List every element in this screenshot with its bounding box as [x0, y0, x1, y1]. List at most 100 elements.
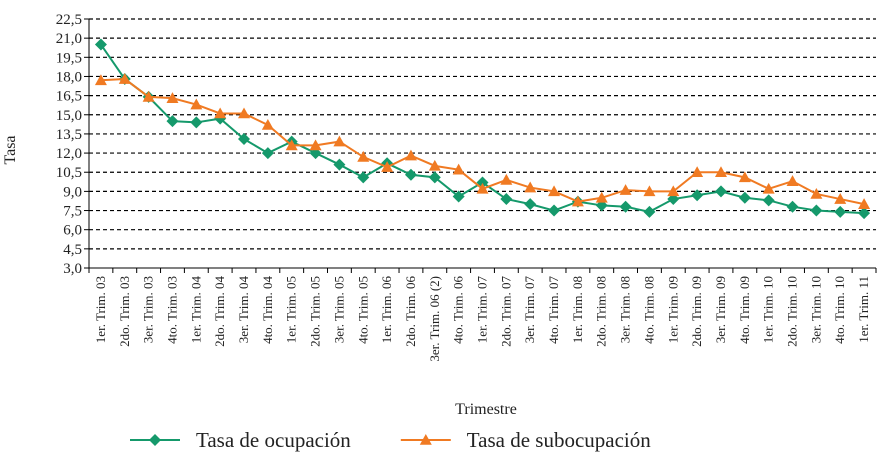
x-tick-label: 1er. Trim. 03	[93, 276, 108, 343]
x-tick-label: 1er. Trim. 10	[761, 276, 776, 343]
y-tick-label: 16,5	[56, 89, 82, 105]
x-tick-label: 1er. Trim. 06	[379, 276, 394, 344]
y-tick-label: 9,0	[63, 184, 82, 200]
triangle-marker	[738, 171, 751, 183]
y-tick-label: 21,0	[56, 31, 82, 47]
y-tick-label: 10,5	[56, 165, 82, 181]
diamond-marker	[738, 191, 751, 204]
diamond-marker	[714, 185, 727, 198]
x-tick-label: 2do. Trim. 07	[498, 276, 513, 347]
diamond-marker	[190, 116, 203, 129]
x-tick-label: 2do. Trim. 06	[403, 276, 418, 347]
x-tick-label: 3er. Trim. 08	[618, 276, 633, 343]
y-tick-label: 3,0	[63, 261, 82, 277]
x-tick-label: 1er. Trim. 05	[284, 276, 299, 343]
triangle-marker	[571, 195, 584, 207]
diamond-marker	[452, 190, 465, 203]
diamond-marker	[428, 171, 441, 184]
triangle-marker	[404, 149, 417, 161]
triangle-marker	[643, 185, 656, 197]
triangle-marker	[858, 198, 871, 209]
diamond-marker	[261, 147, 274, 160]
legend-label: Tasa de ocupación	[196, 428, 351, 452]
diamond-marker	[333, 158, 346, 171]
x-tick-label: 4to. Trim. 05	[355, 276, 370, 344]
triangle-marker	[834, 193, 847, 204]
x-tick-label: 3er. Trim. 09	[713, 276, 728, 343]
y-tick-label: 13,5	[56, 127, 82, 143]
x-tick-label: 4to. Trim. 10	[832, 276, 847, 344]
triangle-marker	[214, 107, 227, 119]
triangle-marker	[309, 139, 322, 151]
diamond-marker	[834, 205, 847, 218]
diamond-marker	[166, 115, 179, 128]
y-tick-label: 7,5	[63, 204, 82, 220]
triangle-marker	[476, 182, 489, 194]
x-tick-label: 3er. Trim. 04	[236, 276, 251, 344]
x-tick-label: 4to. Trim. 03	[164, 276, 179, 344]
x-tick-label: 1er. Trim. 11	[856, 276, 871, 343]
x-tick-label: 4to. Trim. 06	[451, 276, 466, 344]
y-tick-label: 19,5	[56, 50, 82, 66]
triangle-marker	[190, 98, 203, 110]
diamond-marker	[404, 168, 417, 181]
legend-item: Tasa de subocupación	[400, 428, 651, 452]
diamond-marker	[500, 193, 513, 206]
triangle-marker	[810, 187, 823, 199]
triangle-marker	[452, 163, 465, 175]
triangle-marker	[381, 161, 394, 172]
y-tick-label: 4,5	[63, 242, 82, 258]
triangle-marker	[762, 182, 775, 194]
x-tick-label: 1er. Trim. 07	[475, 276, 490, 344]
triangle-marker	[691, 166, 704, 178]
triangle-marker	[619, 184, 632, 195]
diamond-marker	[238, 133, 251, 146]
diamond-marker	[691, 189, 704, 202]
triangle-marker	[428, 159, 441, 171]
x-tick-label: 2do. Trim. 09	[689, 276, 704, 347]
x-tick-label: 2do. Trim. 04	[212, 276, 227, 347]
legend-item: Tasa de ocupación	[130, 428, 351, 452]
triangle-marker	[500, 173, 513, 185]
x-tick-label: 4to. Trim. 04	[260, 276, 275, 344]
triangle-marker	[333, 135, 346, 147]
diamond-marker	[810, 204, 823, 217]
y-axis-title: Tasa	[2, 135, 19, 164]
diamond-marker	[643, 205, 656, 218]
x-tick-label: 4to. Trim. 08	[641, 276, 656, 344]
x-tick-label: 1er. Trim. 09	[665, 276, 680, 343]
y-tick-label: 6,0	[63, 223, 82, 239]
x-tick-label: 2do. Trim. 10	[785, 276, 800, 347]
x-tick-label: 2do. Trim. 08	[594, 276, 609, 347]
triangle-marker	[419, 434, 432, 445]
x-tick-label: 3er. Trim. 07	[522, 276, 537, 344]
triangle-marker	[285, 139, 298, 151]
triangle-marker	[261, 118, 274, 130]
diamond-marker	[858, 207, 871, 220]
x-tick-label: 3er. Trim. 10	[808, 276, 823, 343]
y-tick-label: 18,0	[56, 69, 82, 85]
triangle-marker	[166, 92, 179, 103]
diamond-marker	[149, 434, 161, 446]
legend-label: Tasa de subocupación	[467, 428, 651, 452]
triangle-marker	[786, 175, 799, 186]
x-tick-label: 1er. Trim. 04	[188, 276, 203, 344]
triangle-marker	[548, 185, 561, 197]
triangle-marker	[524, 181, 537, 193]
diamond-marker	[94, 38, 107, 51]
triangle-marker	[714, 166, 727, 178]
diamond-marker	[548, 204, 561, 217]
triangle-marker	[94, 74, 107, 86]
triangle-marker	[118, 73, 131, 84]
triangle-marker	[238, 107, 251, 119]
x-tick-label: 3er. Trim. 05	[331, 276, 346, 343]
triangle-marker	[595, 191, 608, 203]
diamond-marker	[786, 200, 799, 213]
diamond-marker	[619, 200, 632, 213]
triangle-marker	[142, 90, 155, 102]
diamond-marker	[524, 198, 537, 211]
x-tick-label: 1er. Trim. 08	[570, 276, 585, 343]
diamond-marker	[357, 171, 370, 184]
y-tick-label: 12,0	[56, 146, 82, 162]
